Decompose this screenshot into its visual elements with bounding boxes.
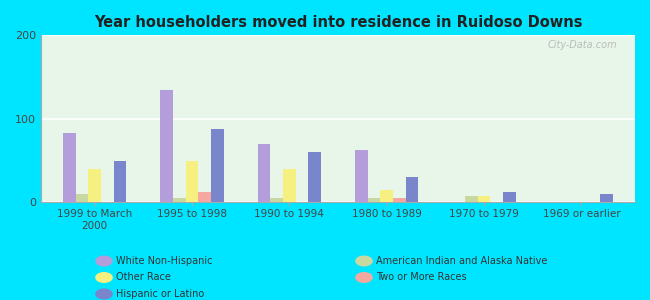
- Bar: [308, 152, 321, 202]
- Bar: [465, 196, 478, 202]
- Bar: [211, 129, 224, 202]
- Bar: [406, 177, 419, 202]
- Bar: [173, 198, 186, 203]
- Bar: [393, 198, 406, 203]
- Bar: [380, 190, 393, 203]
- Bar: [88, 169, 101, 202]
- Bar: [114, 161, 126, 202]
- Text: Two or More Races: Two or More Races: [376, 272, 466, 283]
- Bar: [75, 194, 88, 202]
- Bar: [186, 161, 198, 202]
- Bar: [161, 90, 173, 202]
- Text: American Indian and Alaska Native: American Indian and Alaska Native: [376, 256, 547, 266]
- Bar: [601, 194, 613, 202]
- Bar: [63, 133, 75, 202]
- Bar: [503, 192, 515, 203]
- Bar: [198, 192, 211, 203]
- Text: City-Data.com: City-Data.com: [547, 40, 618, 50]
- Bar: [257, 144, 270, 203]
- Title: Year householders moved into residence in Ruidoso Downs: Year householders moved into residence i…: [94, 15, 582, 30]
- Text: White Non-Hispanic: White Non-Hispanic: [116, 256, 212, 266]
- Text: Hispanic or Latino: Hispanic or Latino: [116, 289, 204, 299]
- Bar: [368, 198, 380, 203]
- Text: Other Race: Other Race: [116, 272, 170, 283]
- Bar: [283, 169, 296, 202]
- Bar: [355, 150, 368, 202]
- Bar: [270, 198, 283, 203]
- Bar: [478, 196, 490, 202]
